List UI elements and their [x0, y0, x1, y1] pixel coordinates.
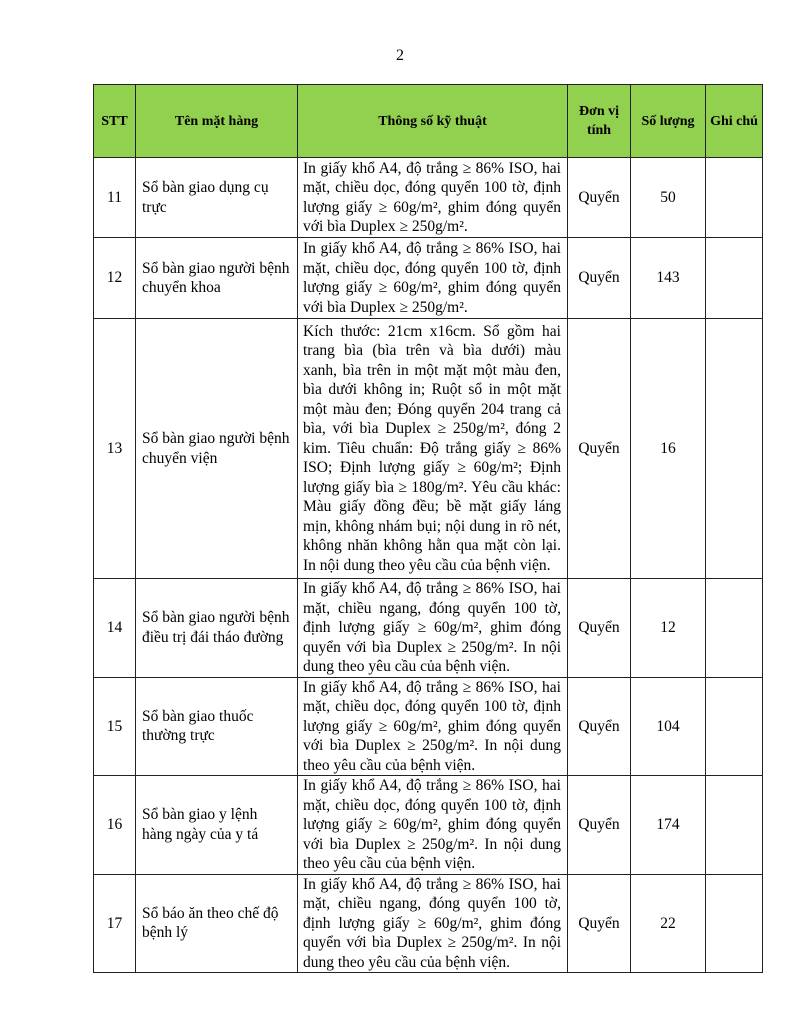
row-note [705, 775, 763, 875]
row-item-name: Sổ báo ăn theo chế độ bệnh lý [135, 873, 298, 973]
row-unit: Quyển [567, 318, 631, 579]
header-stt: STT [93, 84, 136, 158]
row-specification: In giấy khổ A4, độ trắng ≥ 86% ISO, hai … [297, 775, 568, 875]
header-unit: Đơn vị tính [567, 84, 631, 158]
table-row: 17 Sổ báo ăn theo chế độ bệnh lý In giấy k… [93, 873, 763, 973]
row-stt: 12 [93, 237, 136, 319]
row-note [705, 318, 763, 579]
row-specification: Kích thước: 21cm x16cm. Sổ gồm hai trang… [297, 318, 568, 579]
row-quantity: 143 [630, 237, 706, 319]
row-item-name: Sổ bàn giao người bệnh chuyển viện [135, 318, 298, 579]
row-item-name: Sổ bàn giao người bệnh chuyển khoa [135, 237, 298, 319]
header-quantity: Số lượng [630, 84, 706, 158]
row-note [705, 873, 763, 973]
row-item-name: Sổ bàn giao người bệnh điều trị đái tháo… [135, 578, 298, 678]
row-quantity: 16 [630, 318, 706, 579]
row-specification: In giấy khổ A4, độ trắng ≥ 86% ISO, hai … [297, 873, 568, 973]
header-item-name: Tên mặt hàng [135, 84, 298, 158]
table-row: 12 Sổ bàn giao người bệnh chuyển khoa In g… [93, 237, 763, 319]
row-stt: 17 [93, 873, 136, 973]
row-unit: Quyển [567, 237, 631, 319]
row-quantity: 174 [630, 775, 706, 875]
table-row: 15 Sổ bàn giao thuốc thường trực In giấy k… [93, 676, 763, 776]
header-note: Ghi chú [705, 84, 763, 158]
row-item-name: Sổ bàn giao y lệnh hàng ngày của y tá [135, 775, 298, 875]
row-quantity: 22 [630, 873, 706, 973]
row-stt: 15 [93, 676, 136, 776]
row-specification: In giấy khổ A4, độ trắng ≥ 86% ISO, hai … [297, 676, 568, 776]
items-table: STT Tên mặt hàng Thông số kỹ thuật Đơn v… [93, 84, 763, 973]
row-unit: Quyển [567, 157, 631, 238]
row-quantity: 50 [630, 157, 706, 238]
row-item-name: Sổ bàn giao dụng cụ trực [135, 157, 298, 238]
table-row: 13 Sổ bàn giao người bệnh chuyển viện Kích… [93, 318, 763, 579]
table-row: 11 Sổ bàn giao dụng cụ trực In giấy khổ A4… [93, 157, 763, 238]
header-specification: Thông số kỹ thuật [297, 84, 568, 158]
row-item-name: Sổ bàn giao thuốc thường trực [135, 676, 298, 776]
row-unit: Quyển [567, 873, 631, 973]
row-specification: In giấy khổ A4, độ trắng ≥ 86% ISO, hai … [297, 578, 568, 678]
row-stt: 13 [93, 318, 136, 579]
row-unit: Quyển [567, 578, 631, 678]
table-header-row: STT Tên mặt hàng Thông số kỹ thuật Đơn v… [93, 84, 763, 158]
table-row: 16 Sổ bàn giao y lệnh hàng ngày của y tá I… [93, 775, 763, 875]
row-quantity: 104 [630, 676, 706, 776]
row-unit: Quyển [567, 775, 631, 875]
table-body: 11 Sổ bàn giao dụng cụ trực In giấy khổ A4… [93, 157, 763, 973]
row-stt: 11 [93, 157, 136, 238]
row-specification: In giấy khổ A4, độ trắng ≥ 86% ISO, hai … [297, 237, 568, 319]
row-stt: 14 [93, 578, 136, 678]
row-note [705, 578, 763, 678]
row-unit: Quyển [567, 676, 631, 776]
row-note [705, 237, 763, 319]
page-number: 2 [396, 47, 404, 64]
row-quantity: 12 [630, 578, 706, 678]
row-note [705, 157, 763, 238]
row-specification: In giấy khổ A4, độ trắng ≥ 86% ISO, hai … [297, 157, 568, 238]
row-stt: 16 [93, 775, 136, 875]
table-row: 14 Sổ bàn giao người bệnh điều trị đái th… [93, 578, 763, 678]
row-note [705, 676, 763, 776]
